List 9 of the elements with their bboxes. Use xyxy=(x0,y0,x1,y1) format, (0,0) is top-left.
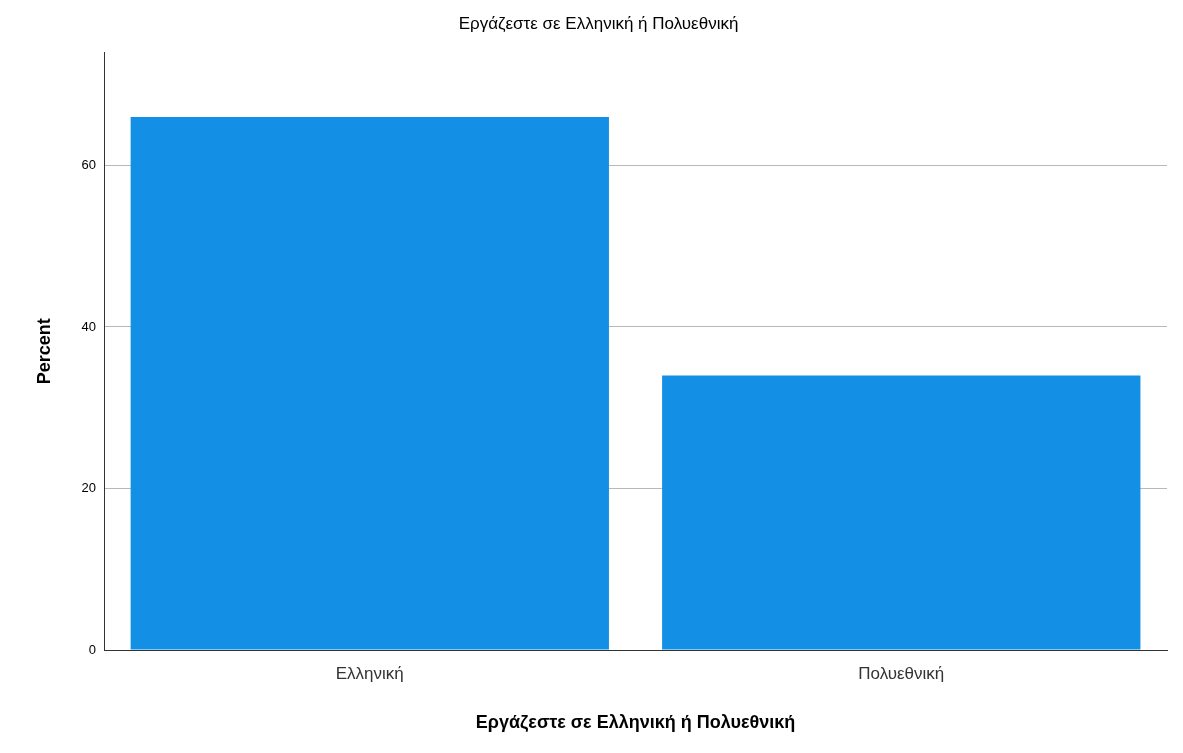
y-tick-label: 60 xyxy=(81,157,97,173)
y-axis-title: Percent xyxy=(33,318,54,385)
x-tick-label: Πολυεθνική xyxy=(858,663,945,683)
chart-title: Εργάζεστε σε Ελληνική ή Πολυεθνική xyxy=(458,13,739,33)
x-axis-title: Εργάζεστε σε Ελληνική ή Πολυεθνική xyxy=(475,712,796,734)
x-tick-label: Ελληνική xyxy=(335,663,404,683)
y-tick-label: 0 xyxy=(88,641,97,657)
y-tick-label: 40 xyxy=(81,318,97,334)
y-tick-label: 20 xyxy=(81,480,97,496)
